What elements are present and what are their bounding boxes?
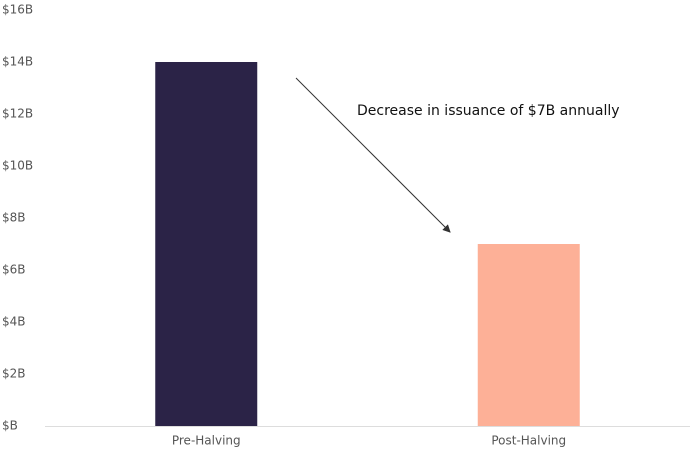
y-tick-label: $B bbox=[2, 419, 18, 433]
y-tick-label: $6B bbox=[2, 263, 26, 277]
y-tick-label: $10B bbox=[2, 159, 33, 173]
y-tick-label: $2B bbox=[2, 367, 26, 381]
annotation-arrow bbox=[295, 77, 451, 233]
x-tick-label: Pre-Halving bbox=[172, 434, 241, 448]
y-tick-label: $8B bbox=[2, 211, 26, 225]
y-tick-label: $16B bbox=[2, 3, 33, 17]
y-tick-label: $12B bbox=[2, 107, 33, 121]
y-tick-label: $14B bbox=[2, 55, 33, 69]
bar bbox=[155, 62, 258, 426]
x-tick-label: Post-Halving bbox=[491, 434, 566, 448]
bar bbox=[477, 244, 580, 426]
annotation: Decrease in issuance of $7B annually bbox=[357, 103, 620, 119]
y-tick-label: $4B bbox=[2, 315, 26, 329]
